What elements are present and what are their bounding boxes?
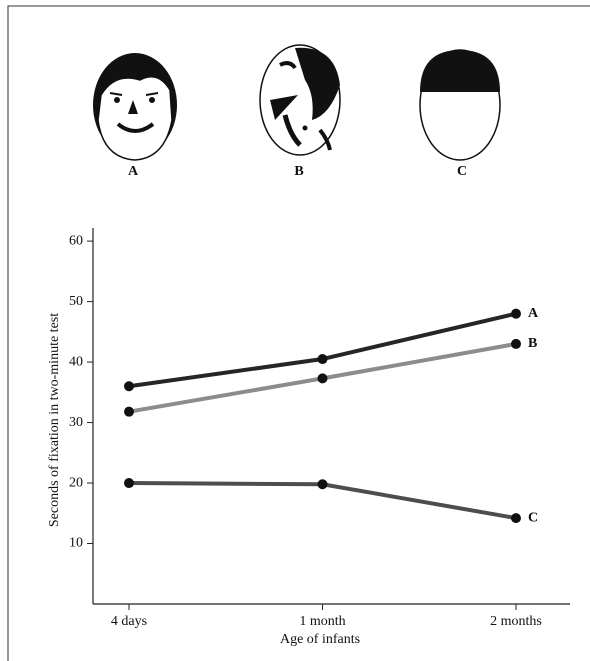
face-c: [419, 49, 501, 161]
figure-label: B: [294, 164, 303, 179]
data-point: [511, 308, 521, 319]
series-label: C: [528, 510, 538, 525]
data-point: [317, 479, 328, 490]
x-axis-title: Age of infants: [280, 632, 360, 647]
series-label: B: [528, 336, 537, 351]
figure-label: A: [128, 164, 139, 179]
face-b: [259, 44, 341, 156]
y-axis-title: Seconds of fixation in two-minute test: [47, 313, 62, 527]
y-tick-label: 40: [69, 354, 83, 369]
y-tick-label: 60: [69, 233, 83, 248]
data-point: [317, 354, 328, 365]
frame: [7, 5, 590, 661]
figure-label: C: [457, 164, 467, 179]
x-tick-label: 2 months: [490, 614, 542, 629]
y-tick-label: 10: [69, 536, 83, 551]
data-point: [511, 338, 521, 349]
data-point: [124, 406, 134, 417]
series-label: A: [528, 306, 539, 321]
y-tick-label: 20: [69, 475, 83, 490]
data-point: [317, 373, 328, 384]
y-tick-label: 50: [69, 294, 83, 309]
x-tick-label: 4 days: [111, 614, 147, 629]
face-a: [93, 53, 177, 161]
y-tick-label: 30: [69, 415, 83, 430]
x-tick-label: 1 month: [299, 614, 345, 629]
data-point: [124, 381, 134, 392]
data-point: [124, 478, 134, 489]
data-point: [511, 513, 521, 524]
